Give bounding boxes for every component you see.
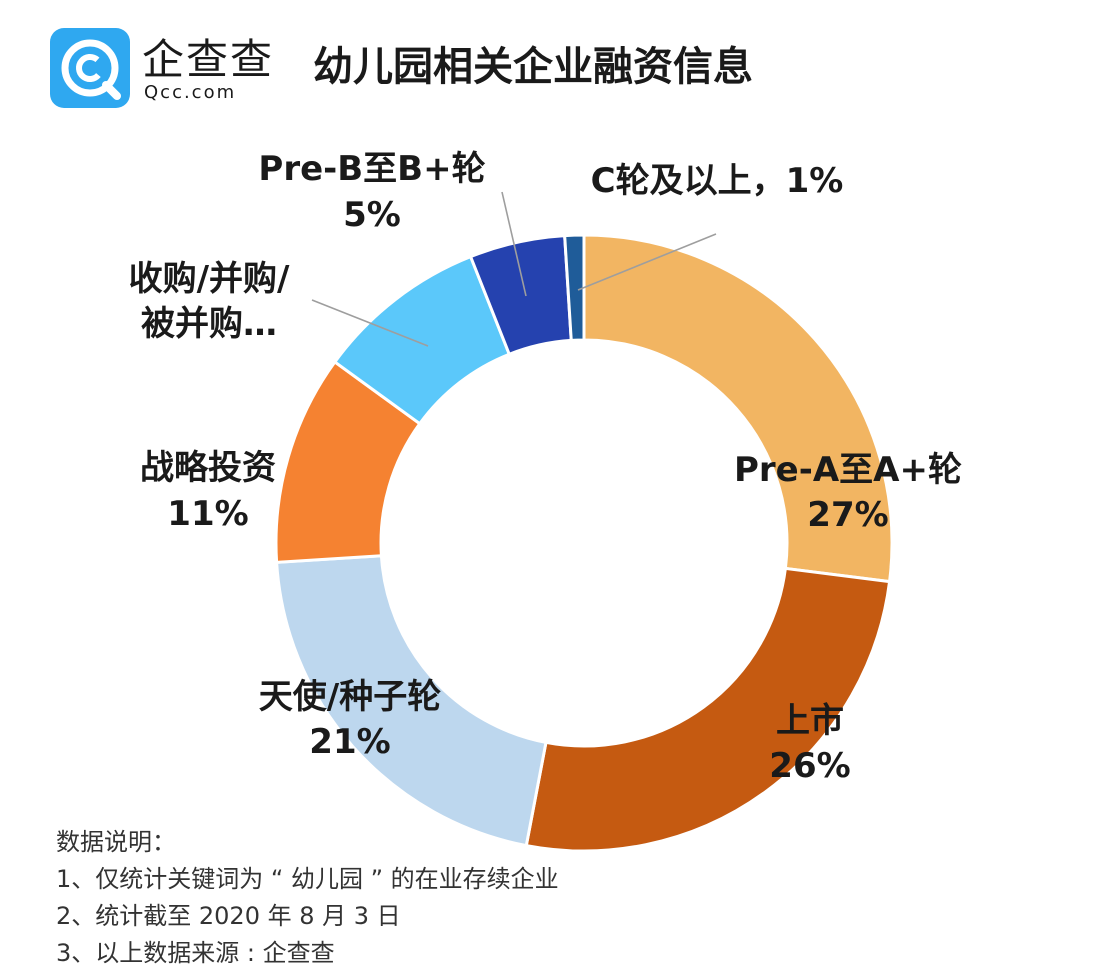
donut-slice-3 bbox=[275, 554, 548, 848]
label-pre-a-pct: 27% bbox=[807, 495, 888, 535]
qcc-logo-icon bbox=[50, 28, 130, 108]
notes-line-3: 3、以上数据来源 : 企查查 bbox=[56, 939, 335, 967]
leader-line-ma bbox=[311, 299, 429, 347]
leader-lines bbox=[311, 191, 717, 347]
label-ma-line1: 收购/并购/ bbox=[129, 259, 290, 299]
label-strategic-pct: 11% bbox=[167, 494, 248, 534]
brand-url: Qcc.com bbox=[144, 82, 237, 103]
notes-line-1: 1、仅统计关键词为 “ 幼儿园 ” 的在业存续企业 bbox=[56, 865, 559, 893]
label-pre-a-name: Pre-A至A+轮 bbox=[734, 450, 962, 490]
label-ipo-pct: 26% bbox=[769, 746, 850, 786]
leader-line-c-round bbox=[577, 233, 717, 291]
donut-slices bbox=[274, 233, 894, 853]
notes-line-2: 2、统计截至 2020 年 8 月 3 日 bbox=[56, 902, 401, 930]
donut-slice-1 bbox=[582, 233, 894, 584]
donut-slice-2 bbox=[524, 566, 892, 853]
notes-heading: 数据说明： bbox=[56, 828, 176, 856]
label-pre-b-pct: 5% bbox=[343, 195, 401, 235]
label-angel-name: 天使/种子轮 bbox=[259, 677, 441, 717]
data-notes: 数据说明： 1、仅统计关键词为 “ 幼儿园 ” 的在业存续企业 2、统计截至 2… bbox=[56, 824, 559, 972]
slice-labels: Pre-A至A+轮 27% 上市 26% 天使/种子轮 21% 战略投资 11%… bbox=[129, 149, 962, 786]
donut-slice-7 bbox=[563, 233, 586, 342]
label-ma-line2: 被并购… bbox=[141, 304, 277, 344]
label-pre-b-name: Pre-B至B+轮 bbox=[258, 149, 485, 189]
label-angel-pct: 21% bbox=[309, 722, 390, 762]
brand-name: 企查查 bbox=[142, 35, 275, 84]
label-c-round: C轮及以上，1% bbox=[591, 161, 844, 201]
label-ipo-name: 上市 bbox=[776, 701, 844, 741]
page-title: 幼儿园相关企业融资信息 bbox=[313, 44, 753, 90]
label-strategic-name: 战略投资 bbox=[140, 448, 276, 488]
leader-line-pre-b bbox=[501, 191, 527, 297]
